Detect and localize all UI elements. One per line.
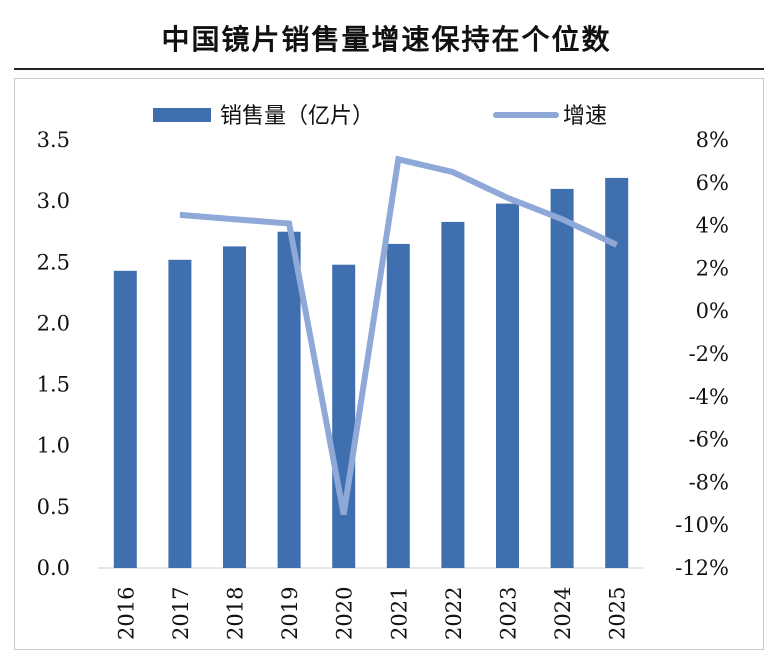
bar-2025 <box>605 177 629 568</box>
y-left-tick-label: 2.5 <box>37 250 70 274</box>
y-right-tick-label: -8% <box>689 470 729 494</box>
legend-label-sales: 销售量（亿片） <box>220 104 374 129</box>
bars-sales <box>113 177 629 568</box>
line-growth <box>179 155 618 516</box>
y-right-tick-label: -6% <box>689 428 729 452</box>
y-right-tick-label: -12% <box>675 556 729 580</box>
y-right-tick-label: 2% <box>696 256 729 280</box>
bar-2020 <box>332 264 356 568</box>
bar-2023 <box>496 203 519 568</box>
y-left-tick-label: 0.5 <box>37 495 70 519</box>
y-left-tick-label: 3.0 <box>37 189 70 213</box>
bar-2016 <box>113 270 137 568</box>
x-tick-label: 2017 <box>169 587 193 640</box>
chart-frame <box>14 78 764 650</box>
x-tick-label: 2023 <box>497 587 521 640</box>
x-tick-label: 2016 <box>114 587 138 640</box>
y-left-tick-label: 1.5 <box>37 373 70 397</box>
y-right-tick-label: 0% <box>696 299 729 323</box>
y-axis-right: -12% -10% -8% -6% -4% -2% 0% 2% 4% 6% 8% <box>675 128 729 580</box>
x-tick-label: 2019 <box>278 587 302 640</box>
y-right-tick-label: 6% <box>696 171 729 195</box>
x-tick-label: 2025 <box>606 587 630 640</box>
legend-swatch-sales <box>153 108 211 122</box>
legend: 销售量（亿片） 增速 <box>153 104 607 129</box>
bar-2024 <box>550 188 574 568</box>
title-underline <box>14 68 764 70</box>
bar-2022 <box>441 221 465 568</box>
y-right-tick-label: 8% <box>696 128 729 152</box>
bar-2017 <box>168 259 192 568</box>
legend-label-growth: 增速 <box>563 104 607 129</box>
bar-2021 <box>386 243 410 568</box>
y-right-tick-label: -2% <box>689 342 729 366</box>
y-left-tick-label: 1.0 <box>37 434 70 458</box>
x-axis: 2016 2017 2018 2019 2020 2021 2022 2023 2024 2025 <box>114 587 629 640</box>
x-tick-label: 2018 <box>224 587 248 640</box>
y-right-tick-label: -4% <box>689 385 729 409</box>
bar-2018 <box>223 246 246 568</box>
x-tick-label: 2024 <box>551 587 575 640</box>
y-right-tick-label: 4% <box>696 214 729 238</box>
x-tick-label: 2022 <box>442 587 466 640</box>
x-tick-label: 2020 <box>333 587 357 640</box>
y-left-tick-label: 3.5 <box>37 128 70 152</box>
y-axis-left: 0.0 0.5 1.0 1.5 2.0 2.5 3.0 3.5 <box>37 128 70 580</box>
x-tick-label: 2021 <box>387 587 411 640</box>
y-right-tick-label: -10% <box>675 513 729 537</box>
bar-2019 <box>277 231 301 568</box>
y-left-tick-label: 2.0 <box>37 311 70 335</box>
y-left-tick-label: 0.0 <box>37 556 70 580</box>
chart-title: 中国镜片销售量增速保持在个位数 <box>161 23 612 56</box>
